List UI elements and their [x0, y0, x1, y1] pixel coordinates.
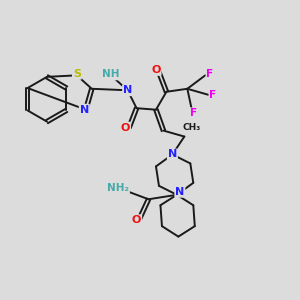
Text: S: S [73, 69, 81, 79]
Text: NH: NH [102, 70, 120, 80]
Text: N: N [80, 105, 89, 115]
Text: F: F [206, 69, 214, 79]
Text: O: O [132, 215, 141, 225]
Text: O: O [121, 123, 130, 133]
Text: N: N [175, 187, 184, 197]
Text: CH₃: CH₃ [183, 123, 201, 132]
Text: NH₂: NH₂ [107, 183, 129, 193]
Text: N: N [168, 149, 177, 160]
Text: F: F [209, 90, 217, 100]
Text: O: O [151, 65, 161, 75]
Text: F: F [190, 108, 197, 118]
Text: N: N [123, 85, 132, 95]
